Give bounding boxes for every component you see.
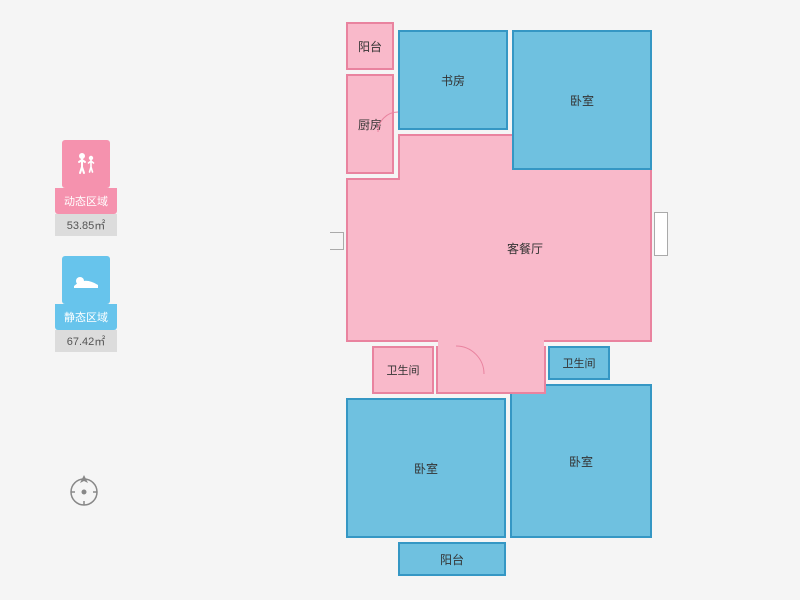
- room-bedroom-1: 卧室: [512, 30, 652, 170]
- notch-left: [330, 232, 344, 250]
- legend-static: 静态区域 67.42㎡: [55, 256, 117, 352]
- sleep-icon: [62, 256, 110, 304]
- room-study: 书房: [398, 30, 508, 130]
- room-kitchen: 厨房: [346, 74, 394, 174]
- legend: 动态区域 53.85㎡ 静态区域 67.42㎡: [55, 140, 117, 372]
- legend-static-value: 67.42㎡: [55, 330, 117, 352]
- people-icon: [62, 140, 110, 188]
- legend-dynamic-value: 53.85㎡: [55, 214, 117, 236]
- legend-static-label: 静态区域: [55, 304, 117, 330]
- room-balcony-bottom: 阳台: [398, 542, 506, 576]
- seam-cover-2: [438, 340, 544, 350]
- room-balcony-top: 阳台: [346, 22, 394, 70]
- room-bedroom-3: 卧室: [510, 384, 652, 538]
- room-label: 客餐厅: [507, 240, 543, 257]
- notch-right: [654, 212, 668, 256]
- room-bedroom-2: 卧室: [346, 398, 506, 538]
- room-label: 阳台: [440, 551, 464, 568]
- seam-cover: [396, 180, 402, 340]
- legend-dynamic-label: 动态区域: [55, 188, 117, 214]
- room-label: 卧室: [570, 92, 594, 109]
- room-label: 卫生间: [563, 355, 596, 371]
- room-bath-1: 卫生间: [372, 346, 434, 394]
- legend-dynamic: 动态区域 53.85㎡: [55, 140, 117, 236]
- room-bath-2: 卫生间: [548, 346, 610, 380]
- room-label: 书房: [441, 72, 465, 89]
- floorplan: 客餐厅 阳台 厨房 书房 卧室 卫生间 卫生间 卧室 卧室 阳台: [336, 22, 706, 584]
- room-living-ext: [346, 178, 400, 342]
- room-label: 卧室: [569, 453, 593, 470]
- corridor: [436, 346, 546, 394]
- room-label: 厨房: [358, 116, 382, 133]
- compass-icon: [65, 470, 103, 508]
- room-label: 阳台: [358, 38, 382, 55]
- room-label: 卧室: [414, 460, 438, 477]
- room-label: 卫生间: [387, 362, 420, 378]
